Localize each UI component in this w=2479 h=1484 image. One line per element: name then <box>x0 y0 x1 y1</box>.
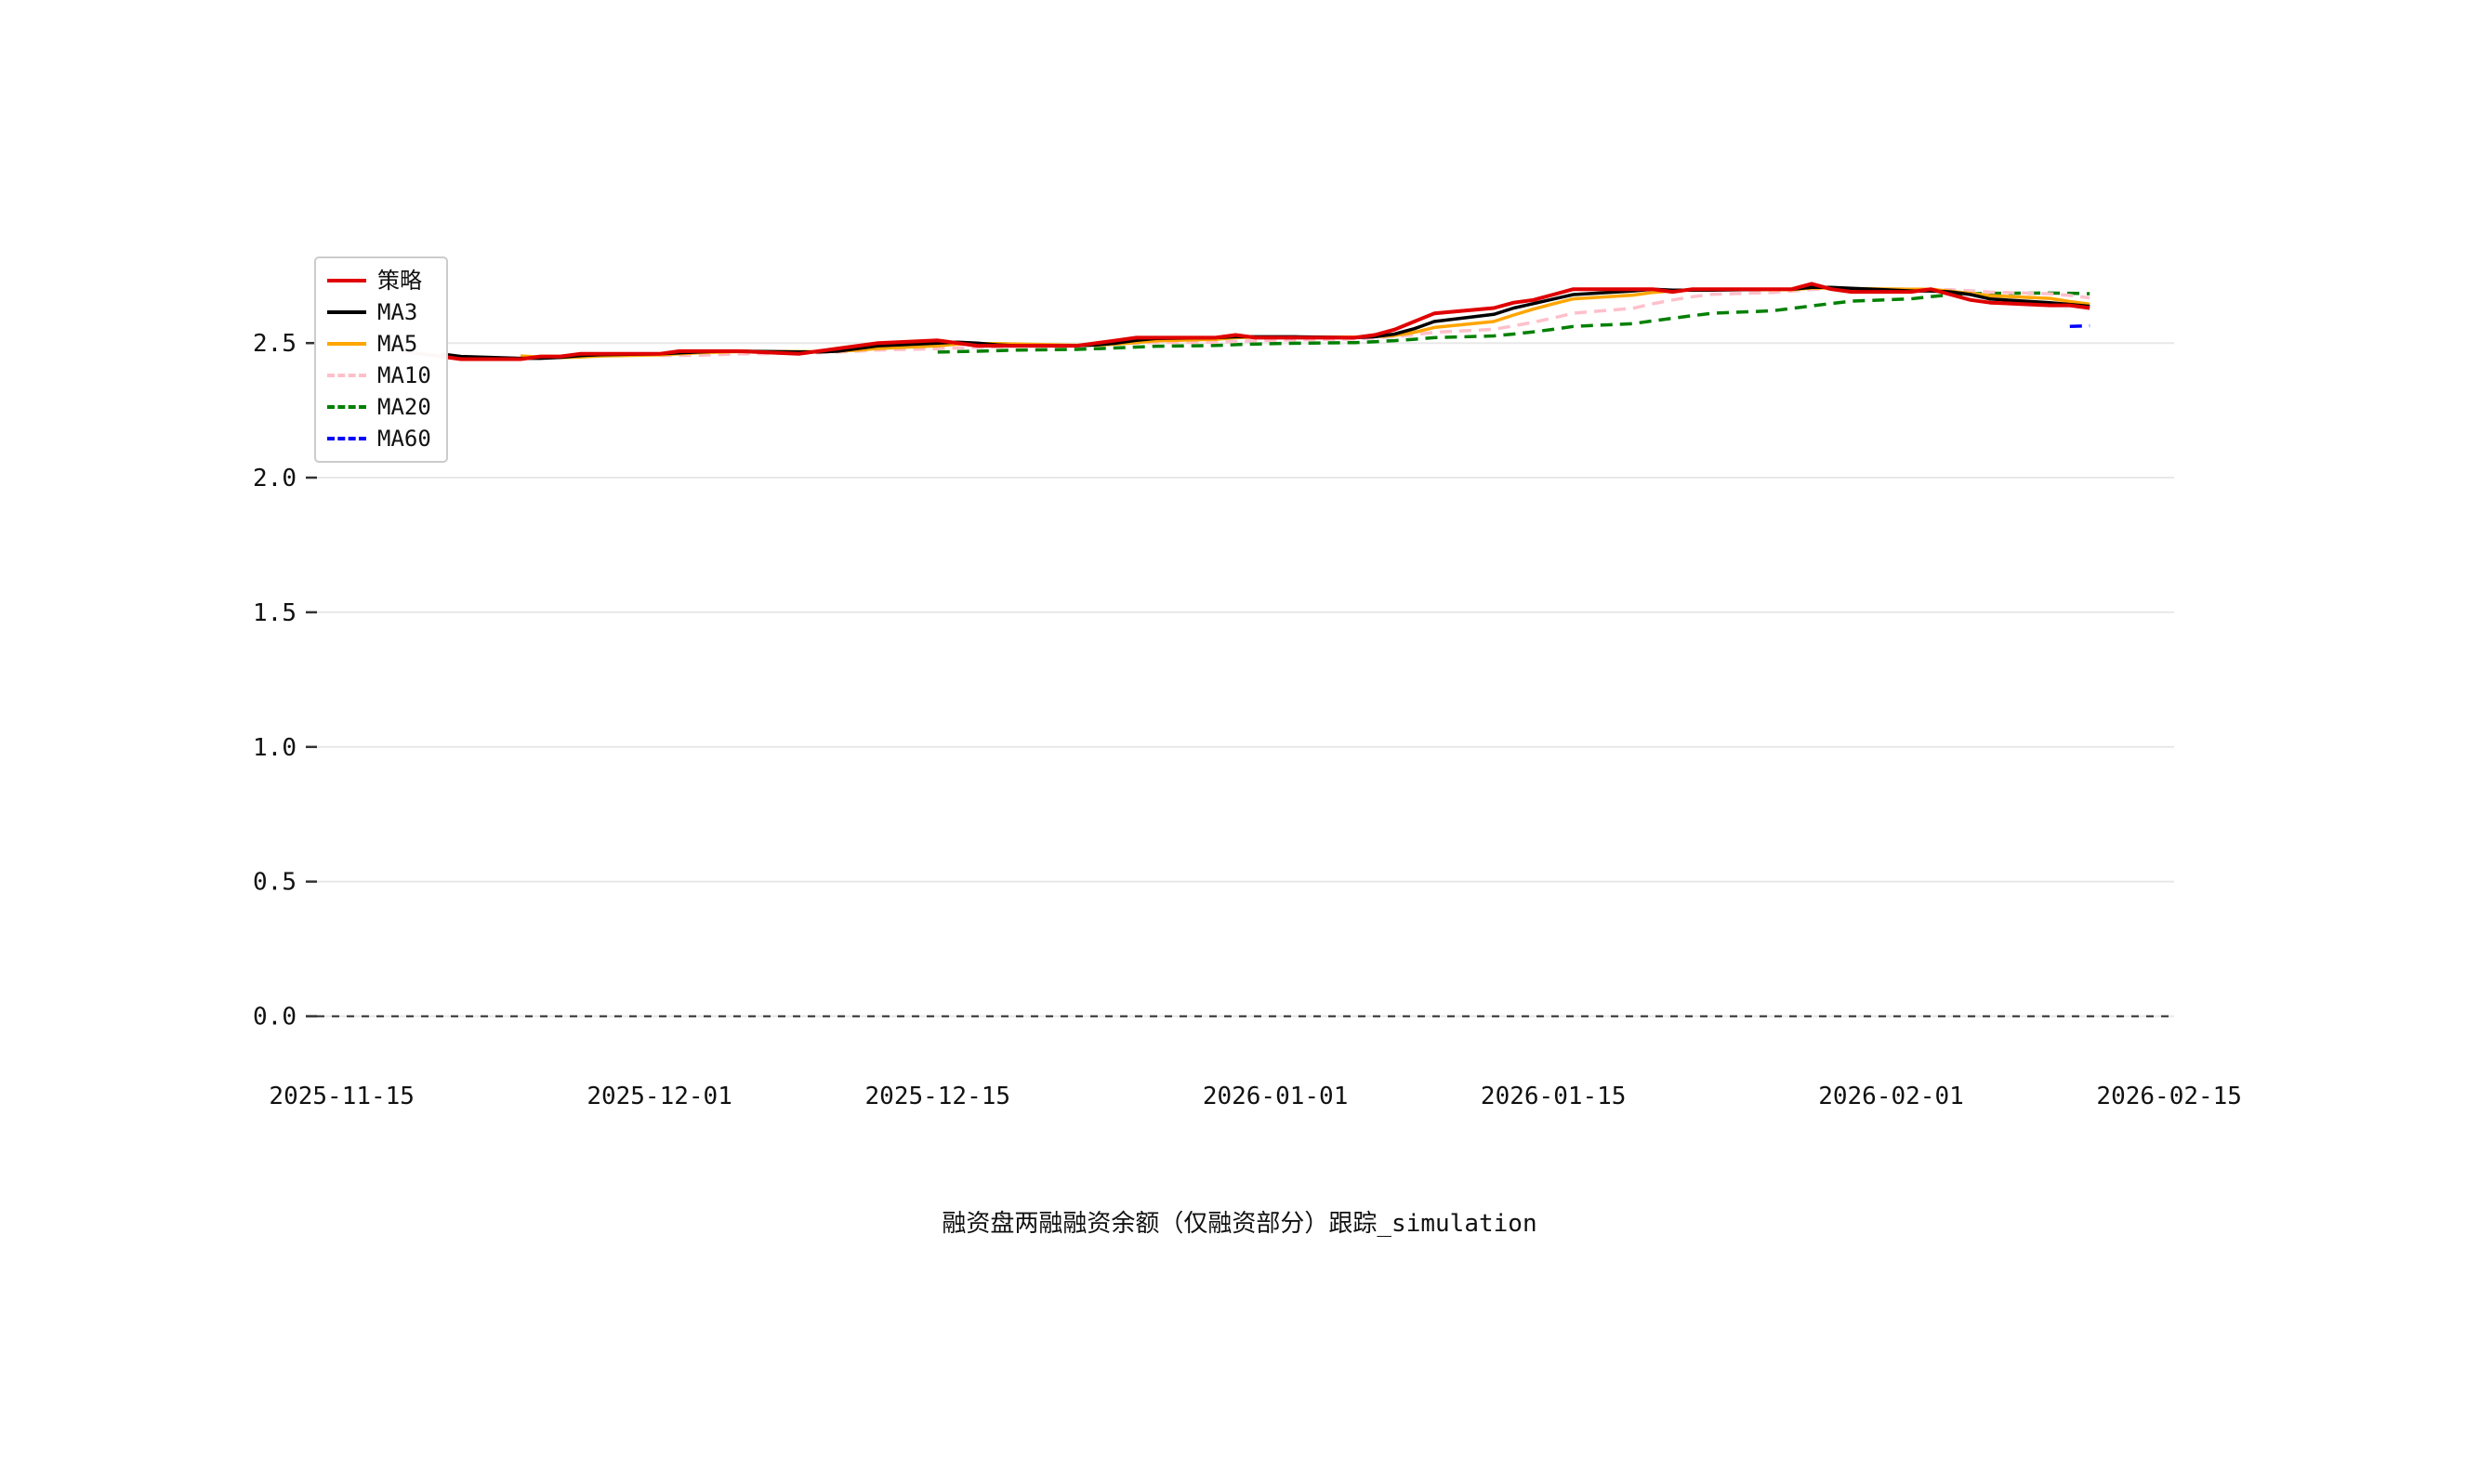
y-tick-label: 0.0 <box>253 1004 297 1031</box>
legend-item: MA10 <box>327 362 431 388</box>
y-tick-label: 1.0 <box>253 734 297 762</box>
legend-label: MA60 <box>377 426 431 452</box>
x-tick-label: 2026-02-01 <box>1818 1083 1964 1110</box>
y-tick-label: 0.5 <box>253 869 297 897</box>
legend-label: MA20 <box>377 394 431 420</box>
legend-line-sample <box>327 342 366 346</box>
y-tick-label: 2.5 <box>253 330 297 358</box>
chart-title: 融资盘两融融资余额（仅融资部分）跟踪_simulation <box>942 1210 1537 1238</box>
legend-label: 策略 <box>377 268 422 294</box>
series-line-1 <box>441 285 2090 361</box>
legend-label: MA3 <box>377 299 418 325</box>
legend-line-sample <box>327 279 366 282</box>
legend-line-sample <box>327 374 366 377</box>
series-line-2 <box>520 286 2090 360</box>
legend-item: MA20 <box>327 394 431 420</box>
legend-item: 策略 <box>327 268 431 294</box>
y-tick-label: 1.5 <box>253 599 297 627</box>
x-tick-label: 2026-01-15 <box>1481 1083 1627 1110</box>
y-tick-label: 2.0 <box>253 465 297 492</box>
legend-item: MA3 <box>327 299 431 325</box>
legend-line-sample <box>327 310 366 314</box>
series-line-4 <box>937 291 2090 354</box>
x-tick-label: 2026-01-01 <box>1203 1083 1349 1110</box>
legend-item: MA60 <box>327 426 431 452</box>
legend-label: MA10 <box>377 362 431 388</box>
x-tick-label: 2025-12-15 <box>865 1083 1011 1110</box>
series-line-0 <box>401 282 2090 361</box>
x-tick-label: 2025-12-01 <box>587 1083 732 1110</box>
series-line-5 <box>2069 323 2090 329</box>
legend-line-sample <box>327 405 366 409</box>
x-tick-label: 2026-02-15 <box>2096 1083 2242 1110</box>
x-tick-label: 2025-11-15 <box>269 1083 415 1110</box>
legend-line-sample <box>327 437 366 440</box>
legend: 策略 MA3 MA5 MA10 MA20 MA60 <box>314 256 448 463</box>
legend-label: MA5 <box>377 331 418 357</box>
legend-item: MA5 <box>327 331 431 357</box>
